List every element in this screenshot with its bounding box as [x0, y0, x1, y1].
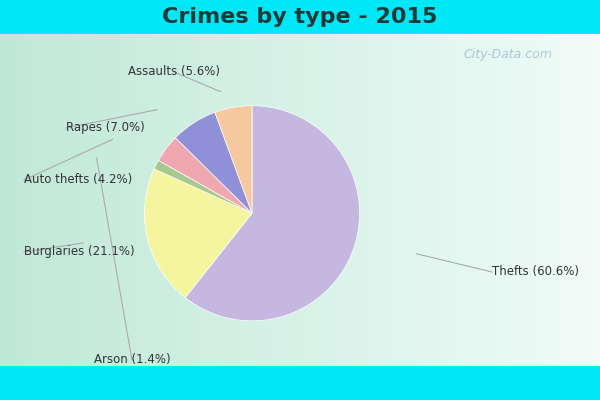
- Wedge shape: [185, 106, 359, 321]
- Wedge shape: [145, 169, 252, 298]
- Text: City-Data.com: City-Data.com: [463, 48, 552, 61]
- Text: Crimes by type - 2015: Crimes by type - 2015: [163, 7, 437, 27]
- Text: Arson (1.4%): Arson (1.4%): [94, 354, 170, 366]
- Text: Assaults (5.6%): Assaults (5.6%): [128, 66, 220, 78]
- Wedge shape: [158, 138, 252, 213]
- Text: Rapes (7.0%): Rapes (7.0%): [66, 122, 145, 134]
- Text: Burglaries (21.1%): Burglaries (21.1%): [24, 246, 134, 258]
- Wedge shape: [154, 160, 252, 213]
- Wedge shape: [215, 106, 252, 213]
- Wedge shape: [175, 112, 252, 213]
- Text: Thefts (60.6%): Thefts (60.6%): [492, 266, 579, 278]
- Text: Auto thefts (4.2%): Auto thefts (4.2%): [24, 174, 132, 186]
